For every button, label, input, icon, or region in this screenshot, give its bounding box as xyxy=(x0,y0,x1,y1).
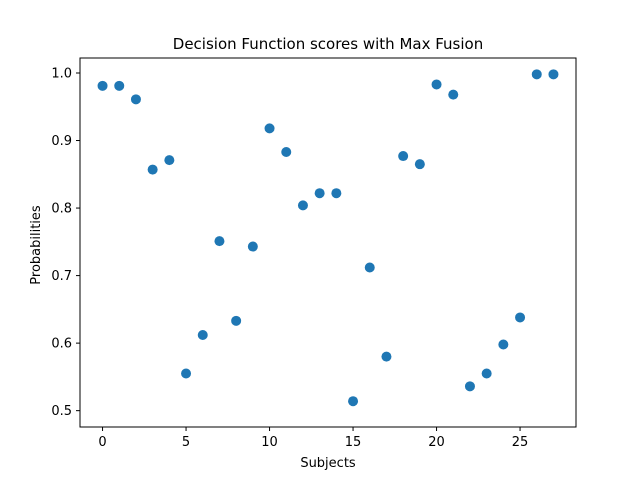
y-axis-ticks: 0.5 0.6 0.7 0.8 0.9 1.0 xyxy=(51,66,80,419)
data-point xyxy=(214,236,225,247)
data-point xyxy=(515,312,526,323)
data-point xyxy=(331,188,342,199)
y-tick-label: 0.8 xyxy=(51,202,72,217)
x-tick-label: 0 xyxy=(98,435,106,450)
plot-frame xyxy=(79,57,577,428)
y-tick-label: 0.9 xyxy=(51,134,72,149)
data-point xyxy=(130,94,141,105)
data-point xyxy=(464,381,475,392)
data-point xyxy=(431,79,442,90)
data-point xyxy=(97,80,108,91)
data-point xyxy=(348,396,359,407)
data-point xyxy=(314,188,325,199)
y-tick-label: 0.7 xyxy=(51,269,72,284)
data-point xyxy=(364,262,375,273)
data-point xyxy=(147,164,158,175)
data-point xyxy=(448,89,459,100)
data-point xyxy=(264,123,275,134)
data-points xyxy=(97,69,559,407)
data-point xyxy=(531,69,542,80)
plot-area xyxy=(79,57,577,428)
data-point xyxy=(498,339,509,350)
x-axis-ticks: 0 5 10 15 20 25 xyxy=(98,427,528,450)
data-point xyxy=(481,368,492,379)
data-point xyxy=(231,315,242,326)
data-point xyxy=(181,368,192,379)
data-point xyxy=(548,69,559,80)
x-tick-label: 15 xyxy=(345,435,362,450)
chart-title: Decision Function scores with Max Fusion xyxy=(173,35,483,53)
x-tick-label: 10 xyxy=(261,435,278,450)
data-point xyxy=(247,241,258,252)
data-point xyxy=(381,351,392,362)
x-tick-label: 5 xyxy=(182,435,190,450)
y-tick-label: 0.5 xyxy=(51,404,72,419)
y-tick-label: 1.0 xyxy=(51,66,72,81)
x-tick-label: 20 xyxy=(428,435,445,450)
data-point xyxy=(281,147,292,158)
data-point xyxy=(414,159,425,170)
data-point xyxy=(297,200,308,211)
data-point xyxy=(164,155,175,166)
y-axis-label: Probabilities xyxy=(29,205,44,285)
data-point xyxy=(398,151,409,162)
x-axis-label: Subjects xyxy=(300,456,356,471)
y-tick-label: 0.6 xyxy=(51,337,72,352)
data-point xyxy=(114,80,125,91)
x-tick-label: 25 xyxy=(512,435,529,450)
data-point xyxy=(197,330,208,341)
